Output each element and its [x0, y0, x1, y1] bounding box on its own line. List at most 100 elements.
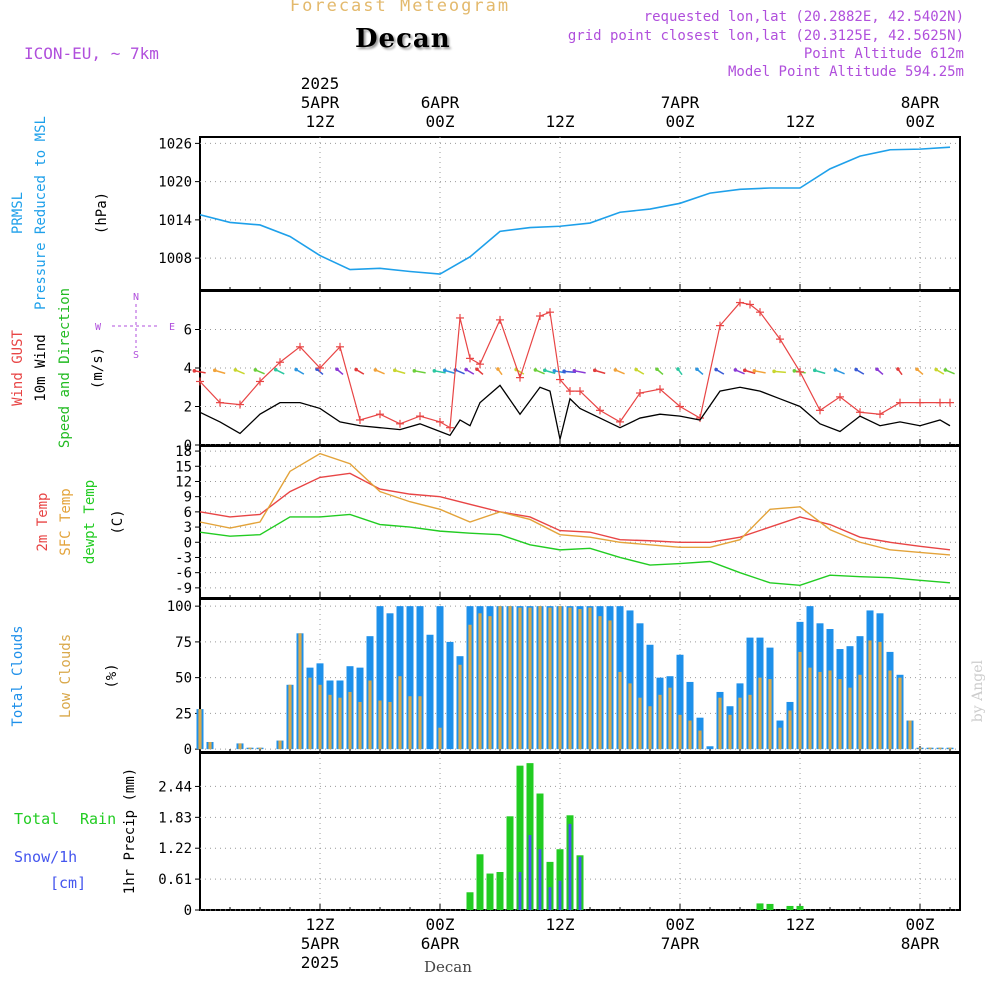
low-cloud-bar — [818, 671, 822, 750]
low-cloud-bar — [598, 616, 602, 750]
total-cloud-bar — [676, 654, 684, 750]
rain-bar — [796, 905, 804, 910]
precip-label-total: Total — [14, 810, 59, 828]
axis-label: (C) — [110, 509, 126, 534]
total-cloud-bar — [436, 606, 444, 750]
wind-direction-arrow — [572, 369, 586, 374]
gust-marker — [566, 387, 574, 396]
arrow-head — [496, 367, 500, 371]
time-label-top: 8APR — [901, 93, 940, 112]
rain-bar — [546, 861, 554, 910]
footer-place: Decan — [424, 958, 472, 976]
low-cloud-bar — [938, 747, 942, 750]
low-cloud-bar — [488, 616, 492, 750]
ytick-label: 12 — [175, 474, 192, 490]
low-cloud-bar — [908, 720, 912, 750]
wind-direction-arrow — [943, 368, 955, 375]
rain-bar — [496, 872, 504, 910]
low-cloud-bar — [298, 633, 302, 750]
arrow-head — [593, 368, 597, 373]
gust-marker — [636, 389, 644, 398]
low-cloud-bar — [308, 677, 312, 750]
arrow-shaft — [414, 370, 426, 374]
low-cloud-bar — [758, 677, 762, 750]
wind-direction-arrow — [373, 368, 385, 375]
arrow-head — [412, 369, 417, 373]
low-cloud-bar — [728, 714, 732, 750]
ytick-label: 4 — [184, 361, 192, 377]
gust-marker — [796, 367, 804, 376]
low-cloud-bar — [528, 607, 532, 750]
time-label-bottom: 12Z — [786, 915, 815, 934]
arrow-shaft — [444, 369, 456, 375]
gust-marker — [256, 377, 264, 386]
low-cloud-bar — [498, 606, 502, 750]
low-cloud-bar — [398, 676, 402, 750]
low-cloud-bar — [798, 651, 802, 750]
low-cloud-bar — [718, 697, 722, 750]
axis-label: SFC Temp — [58, 488, 74, 555]
arrow-head — [714, 367, 718, 372]
low-cloud-bar — [918, 747, 922, 750]
gust-marker — [416, 412, 424, 421]
low-cloud-bar — [828, 670, 832, 750]
wind-direction-arrow — [714, 367, 725, 375]
gust-marker — [396, 419, 404, 428]
wind-direction-arrow — [833, 368, 845, 375]
arrow-shaft — [744, 369, 756, 375]
arrow-head — [896, 367, 900, 371]
low-cloud-bar — [438, 727, 442, 750]
gust-marker — [736, 298, 744, 307]
wind-direction-arrow — [253, 368, 265, 375]
low-cloud-bar — [358, 701, 362, 750]
dewpoint-line — [199, 513, 951, 587]
low-cloud-bar — [858, 674, 862, 750]
time-label-bottom: 7APR — [661, 934, 700, 953]
gust-marker — [496, 315, 504, 324]
gust-marker — [856, 408, 864, 417]
panel-pressure: 1008 1014 1020 1026 — [158, 136, 961, 291]
time-label-top: 7APR — [661, 93, 700, 112]
low-cloud-bar — [868, 640, 872, 750]
low-cloud-bar — [198, 709, 202, 750]
wind-direction-arrow — [772, 369, 786, 374]
low-cloud-bar — [278, 740, 282, 750]
low-cloud-bar — [738, 697, 742, 750]
time-label-top: 00Z — [666, 112, 695, 131]
ytick-label: -9 — [175, 581, 192, 597]
ytick-label: 2 — [184, 400, 192, 416]
gust-marker — [516, 373, 524, 382]
gust-marker — [596, 406, 604, 415]
arrow-head — [192, 369, 197, 373]
wind-direction-arrow — [676, 367, 683, 376]
low-cloud-bar — [368, 680, 372, 750]
compass-s: S — [133, 350, 139, 361]
pressure-frame — [199, 136, 961, 291]
gust-marker — [376, 410, 384, 419]
low-cloud-bar — [668, 687, 672, 750]
ytick-label: 0.61 — [158, 872, 192, 888]
gust-marker — [836, 392, 844, 401]
low-cloud-bar — [208, 741, 212, 750]
low-cloud-bar — [778, 727, 782, 750]
wind-direction-arrow — [496, 367, 503, 376]
compass-w: W — [95, 322, 102, 333]
low-cloud-bar — [888, 670, 892, 750]
low-cloud-bar — [848, 687, 852, 750]
total-cloud-bar — [426, 634, 434, 750]
arrow-head — [613, 368, 618, 372]
arrow-head — [943, 368, 948, 372]
rain-bar — [786, 905, 794, 910]
arrow-head — [813, 368, 817, 373]
rain-bar — [556, 849, 564, 910]
low-cloud-bar — [338, 697, 342, 750]
arrow-head — [743, 368, 747, 373]
time-label-bottom: 6APR — [421, 934, 460, 953]
time-label-bottom: 12Z — [306, 915, 335, 934]
gust-marker — [276, 358, 284, 367]
snow-bar — [578, 856, 582, 910]
rain-bar — [506, 816, 514, 910]
low-cloud-bar — [538, 606, 542, 750]
low-cloud-bar — [948, 747, 952, 750]
low-cloud-bar — [238, 743, 242, 750]
